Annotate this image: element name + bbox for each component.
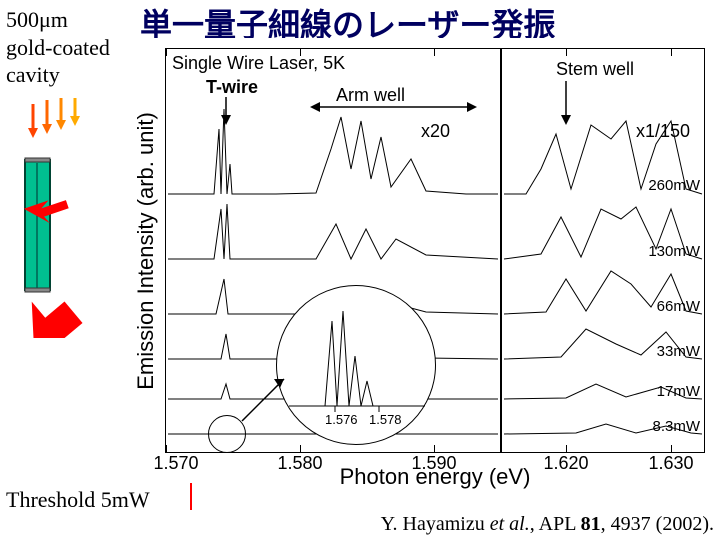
citation-prefix: Y. Hayamizu (381, 513, 490, 535)
y-axis-label: Emission Intensity (arb. unit) (133, 112, 159, 390)
mirror-bottom-icon (25, 288, 50, 292)
spectra-traces (166, 49, 706, 454)
pump-arrows-icon (28, 98, 80, 138)
spectrum-plot: Emission Intensity (arb. unit) Photon en… (125, 38, 713, 483)
plot-frame: Emission Intensity (arb. unit) Photon en… (165, 48, 705, 453)
cavity-svg (15, 98, 105, 338)
citation: Y. Hayamizu et al., APL 81, 4937 (2002). (381, 513, 714, 536)
xtick-left-2: 1.590 (411, 453, 456, 474)
cavity-line1: 500μm (6, 7, 68, 32)
inset-tick-1: 1.576 (325, 412, 358, 427)
xtick-left-1: 1.580 (277, 453, 322, 474)
power-1: 130mW (648, 243, 700, 260)
power-3: 33mW (657, 343, 700, 360)
xtick-right-1: 1.630 (648, 453, 693, 474)
cavity-line2: gold-coated (6, 35, 110, 60)
mirror-top-icon (25, 158, 50, 162)
citation-italic: et al. (490, 513, 530, 535)
xtick-right-0: 1.620 (543, 453, 588, 474)
cavity-diagram (15, 98, 105, 338)
inset-spectrum: 1.576 1.578 (277, 286, 435, 444)
power-4: 17mW (657, 383, 700, 400)
inset-tick-2: 1.578 (369, 412, 402, 427)
emission-arrow-icon (15, 285, 96, 338)
power-2: 66mW (657, 298, 700, 315)
citation-end: , 4937 (2002). (601, 513, 714, 535)
power-5: 8.3mW (652, 418, 700, 435)
citation-suffix: , APL (530, 513, 581, 535)
power-0: 260mW (648, 177, 700, 194)
citation-vol: 81 (581, 513, 601, 535)
cavity-label: 500μm gold-coated cavity (6, 6, 110, 89)
threshold-label: Threshold 5mW (6, 487, 150, 513)
xtick-left-0: 1.570 (153, 453, 198, 474)
inset-zoom-circle: 1.576 1.578 (276, 285, 436, 445)
inset-source-circle (208, 415, 246, 453)
cavity-line3: cavity (6, 62, 60, 87)
